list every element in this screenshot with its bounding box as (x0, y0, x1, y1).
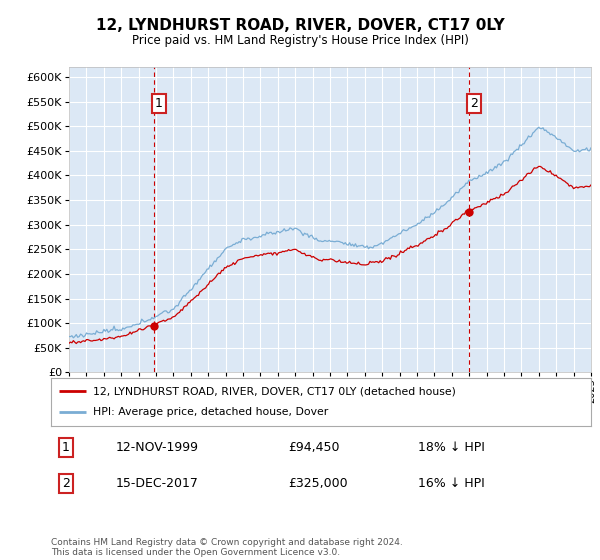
Text: 1: 1 (155, 97, 163, 110)
Text: £94,450: £94,450 (289, 441, 340, 454)
Text: 16% ↓ HPI: 16% ↓ HPI (418, 477, 485, 490)
Text: 15-DEC-2017: 15-DEC-2017 (116, 477, 199, 490)
Text: 12-NOV-1999: 12-NOV-1999 (116, 441, 199, 454)
Text: Contains HM Land Registry data © Crown copyright and database right 2024.
This d: Contains HM Land Registry data © Crown c… (51, 538, 403, 557)
Text: £325,000: £325,000 (289, 477, 348, 490)
Text: HPI: Average price, detached house, Dover: HPI: Average price, detached house, Dove… (93, 407, 328, 417)
Text: 2: 2 (470, 97, 478, 110)
Text: 18% ↓ HPI: 18% ↓ HPI (418, 441, 485, 454)
Text: 12, LYNDHURST ROAD, RIVER, DOVER, CT17 0LY: 12, LYNDHURST ROAD, RIVER, DOVER, CT17 0… (95, 18, 505, 34)
Text: 12, LYNDHURST ROAD, RIVER, DOVER, CT17 0LY (detached house): 12, LYNDHURST ROAD, RIVER, DOVER, CT17 0… (93, 386, 456, 396)
Text: Price paid vs. HM Land Registry's House Price Index (HPI): Price paid vs. HM Land Registry's House … (131, 34, 469, 46)
Text: 2: 2 (62, 477, 70, 490)
Text: 1: 1 (62, 441, 70, 454)
